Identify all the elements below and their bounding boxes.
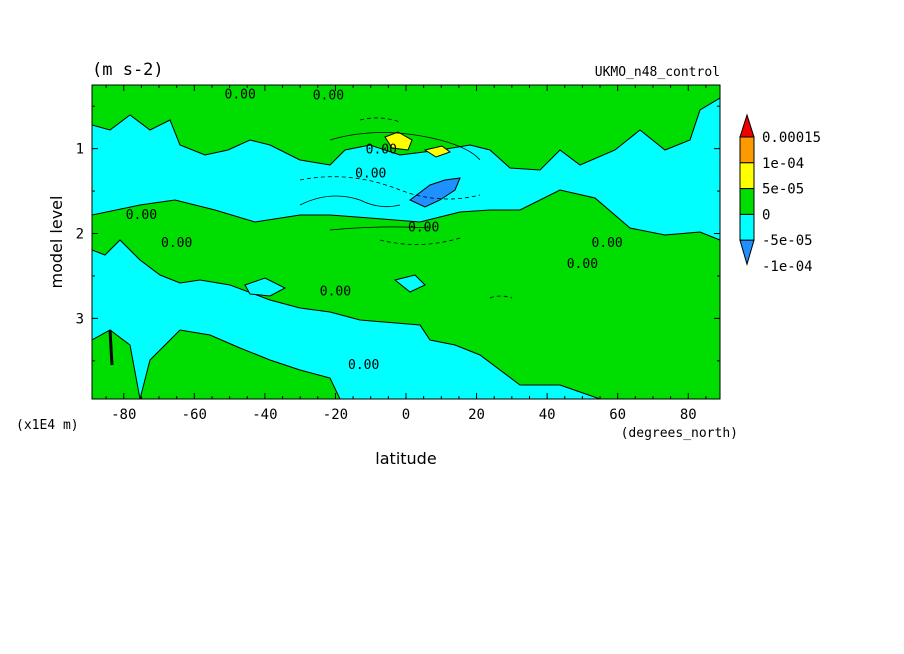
- region-green-mid: [92, 189, 720, 399]
- contour-label: 0.00: [567, 257, 598, 272]
- contour-thick-left: [108, 329, 114, 366]
- x-tick-label: -20: [323, 407, 348, 423]
- colorbar-swatch: [739, 136, 755, 164]
- y-tick-label: 1: [76, 142, 84, 158]
- colorbar-label: 1e-04: [762, 156, 804, 172]
- y-axis-label: model level: [47, 196, 66, 289]
- contour-label: 0.00: [313, 88, 344, 103]
- colorbar-arrow-bottom: [739, 239, 755, 266]
- contour-label: 0.00: [348, 358, 379, 373]
- region-green-lower-left: [139, 329, 341, 399]
- contour-label: 0.00: [366, 143, 397, 158]
- colorbar-label: 0: [762, 207, 770, 223]
- x-tick-label: 60: [609, 407, 626, 423]
- y-axis: 1 2 3: [76, 105, 720, 362]
- y-tick-label: 2: [76, 227, 84, 243]
- region-yellow-2: [423, 145, 452, 158]
- colorbar-label: 5e-05: [762, 182, 804, 198]
- contour-label: 0.00: [225, 87, 256, 102]
- colorbar-label: -5e-05: [762, 233, 813, 249]
- chart-title-left: (m s-2): [92, 60, 164, 80]
- x-tick-label: 80: [680, 407, 697, 423]
- x-axis: -80 -60 -40 -20 0 20 40 60 80: [105, 85, 707, 423]
- contour-field: 0.00 0.00 0.00 0.00 0.00 0.00 0.00 0.00 0.00 0.00…: [92, 85, 720, 399]
- contour-label: 0.00: [126, 208, 157, 223]
- colorbar-arrow-top: [739, 113, 755, 138]
- contour-negative-2: [379, 237, 461, 245]
- x-tick-label: 0: [402, 407, 410, 423]
- colorbar-swatch: [739, 188, 755, 215]
- contour-negative-4: [359, 117, 401, 123]
- contour-positive-3: [329, 226, 431, 231]
- contour-negative-3: [489, 295, 513, 299]
- contour-label: 0.00: [591, 236, 622, 251]
- contour-labels: 0.00 0.00 0.00 0.00 0.00 0.00 0.00 0.00 0.00 0.00…: [126, 87, 623, 373]
- region-blue-1: [409, 177, 461, 208]
- region-cyan-pocket-1: [244, 277, 287, 297]
- x-axis-label: latitude: [375, 449, 436, 468]
- contour-label: 0.00: [355, 166, 386, 181]
- contour-positive-2: [299, 195, 401, 208]
- contour-label: 0.00: [320, 284, 351, 299]
- x-tick-label: 40: [539, 407, 556, 423]
- chart-title-right: UKMO_n48_control: [595, 65, 720, 80]
- region-green-upper: [92, 85, 720, 171]
- region-cyan-pocket-2: [393, 274, 426, 293]
- contour-positive-1: [329, 132, 481, 161]
- contour-label: 0.00: [161, 236, 192, 251]
- colorbar-label: -1e-04: [762, 259, 813, 275]
- colorbar-swatch: [739, 162, 755, 190]
- x-tick-label: -40: [252, 407, 277, 423]
- x-tick-label: -80: [111, 407, 136, 423]
- x-tick-label: -60: [182, 407, 207, 423]
- x-tick-label: 20: [468, 407, 485, 423]
- colorbar: 0.00015 1e-04 5e-05 0 -5e-05 -1e-04: [739, 113, 821, 275]
- colorbar-label: 0.00015: [762, 130, 821, 146]
- x-units: (degrees_north): [621, 426, 738, 441]
- y-tick-label: 3: [76, 311, 84, 327]
- y-units: (x1E4 m): [16, 418, 79, 433]
- contour-label: 0.00: [408, 221, 439, 236]
- colorbar-swatch: [739, 213, 755, 241]
- contour-negative-1: [299, 176, 481, 200]
- region-green-bottom-strip: [92, 329, 141, 399]
